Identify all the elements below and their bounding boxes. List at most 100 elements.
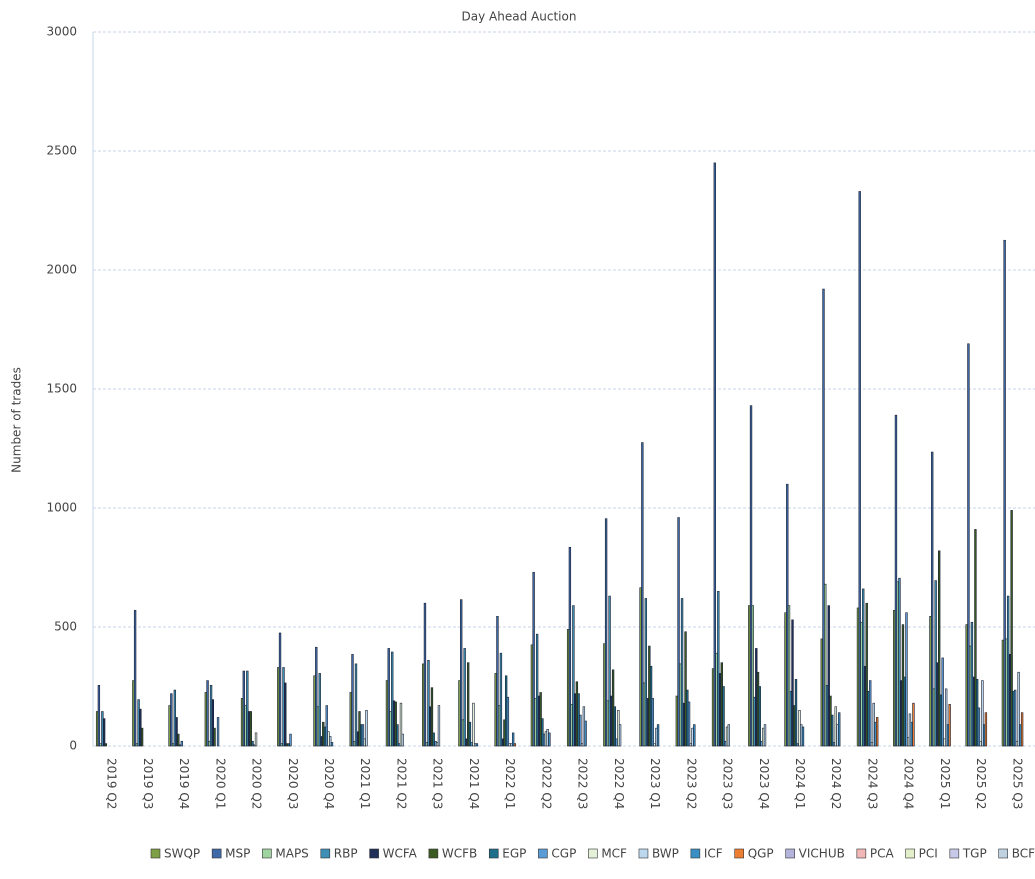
legend-label: WCFB bbox=[442, 847, 477, 861]
legend-label: VICHUB bbox=[799, 847, 845, 861]
bar bbox=[315, 646, 318, 747]
bar bbox=[869, 680, 872, 747]
bar bbox=[284, 682, 287, 747]
legend-swatch bbox=[320, 848, 331, 859]
bar bbox=[838, 712, 841, 747]
x-tick-label: 2020 Q4 bbox=[322, 758, 336, 809]
bar bbox=[656, 724, 660, 747]
x-tick-label: 2024 Q1 bbox=[793, 758, 807, 809]
x-tick-label: 2022 Q1 bbox=[503, 758, 517, 809]
y-axis-label: Number of trades bbox=[10, 367, 24, 473]
legend-swatch bbox=[588, 848, 598, 859]
bar bbox=[330, 742, 334, 747]
bar bbox=[794, 679, 798, 747]
bar bbox=[717, 590, 720, 747]
bar bbox=[472, 702, 475, 747]
bar bbox=[613, 706, 617, 747]
bar bbox=[437, 705, 441, 747]
legend-swatch bbox=[211, 848, 222, 859]
bar bbox=[713, 162, 716, 747]
bar bbox=[1020, 712, 1024, 747]
legend-swatch bbox=[690, 848, 701, 859]
bar bbox=[977, 707, 981, 747]
legend-swatch bbox=[538, 848, 548, 859]
bar bbox=[572, 605, 575, 747]
bar bbox=[644, 598, 648, 747]
bar bbox=[822, 288, 825, 747]
bar bbox=[763, 724, 767, 747]
bar bbox=[677, 517, 680, 747]
x-tick-label: 2019 Q4 bbox=[177, 758, 191, 809]
bar bbox=[535, 633, 539, 747]
x-tick-label: 2019 Q2 bbox=[105, 758, 119, 809]
legend-label: BCF bbox=[1012, 847, 1035, 861]
legend-swatch bbox=[262, 848, 272, 859]
bar bbox=[289, 733, 292, 747]
legend-label: QGP bbox=[748, 847, 774, 861]
legend-swatch bbox=[369, 848, 379, 859]
legend-swatch bbox=[905, 848, 915, 859]
x-tick-label: 2024 Q4 bbox=[902, 758, 916, 809]
bar bbox=[133, 610, 137, 747]
bar bbox=[401, 733, 404, 747]
bar bbox=[329, 736, 332, 747]
x-tick-label: 2020 Q3 bbox=[286, 758, 300, 809]
bar bbox=[1003, 239, 1006, 747]
bar bbox=[318, 673, 321, 747]
bar bbox=[912, 702, 915, 747]
bar bbox=[104, 743, 108, 747]
bar bbox=[967, 343, 970, 747]
bar bbox=[499, 652, 503, 747]
bar bbox=[858, 191, 861, 747]
x-tick-label: 2021 Q4 bbox=[467, 758, 481, 809]
y-tick-label: 2000 bbox=[46, 263, 77, 277]
bar bbox=[1010, 510, 1013, 747]
bar bbox=[687, 701, 691, 747]
bar bbox=[898, 577, 901, 747]
legend-swatch bbox=[856, 848, 867, 859]
bar bbox=[278, 632, 282, 747]
bar bbox=[941, 657, 944, 747]
bar bbox=[102, 718, 106, 747]
bar bbox=[249, 711, 252, 747]
bar bbox=[1017, 671, 1020, 747]
bar bbox=[827, 605, 830, 747]
bar bbox=[787, 605, 791, 747]
bar bbox=[641, 442, 644, 747]
legend-label: EGP bbox=[502, 847, 526, 861]
bar bbox=[396, 724, 399, 747]
bar bbox=[865, 602, 868, 747]
x-tick-label: 2022 Q2 bbox=[539, 758, 553, 809]
legend-label: WCFA bbox=[383, 847, 418, 861]
legend-swatch bbox=[734, 848, 744, 859]
y-tick-label: 0 bbox=[69, 739, 77, 753]
bar bbox=[513, 743, 517, 747]
bar bbox=[532, 571, 535, 747]
chart-title: Day Ahead Auction bbox=[462, 10, 577, 24]
bar bbox=[548, 732, 551, 747]
x-tick-label: 2023 Q3 bbox=[721, 758, 735, 809]
legend-label: PCI bbox=[919, 847, 938, 861]
legend-swatch bbox=[638, 848, 649, 859]
bar bbox=[427, 660, 430, 747]
bar bbox=[751, 605, 754, 747]
bar bbox=[496, 615, 499, 747]
bar bbox=[463, 648, 466, 747]
legend-label: TGP bbox=[962, 847, 987, 861]
bar bbox=[579, 714, 582, 747]
bar bbox=[618, 724, 622, 747]
x-tick-label: 2022 Q3 bbox=[576, 758, 590, 809]
bar bbox=[680, 598, 684, 747]
x-tick-label: 2023 Q2 bbox=[684, 758, 698, 809]
bar bbox=[361, 724, 365, 747]
bar bbox=[693, 724, 696, 747]
bar bbox=[351, 654, 354, 747]
bar bbox=[140, 727, 144, 747]
bar bbox=[876, 717, 879, 747]
bar bbox=[170, 693, 173, 747]
bar bbox=[468, 721, 472, 747]
bar bbox=[399, 702, 403, 747]
legend-label: MSP bbox=[225, 847, 250, 861]
bar bbox=[97, 685, 101, 747]
bar bbox=[984, 712, 988, 747]
